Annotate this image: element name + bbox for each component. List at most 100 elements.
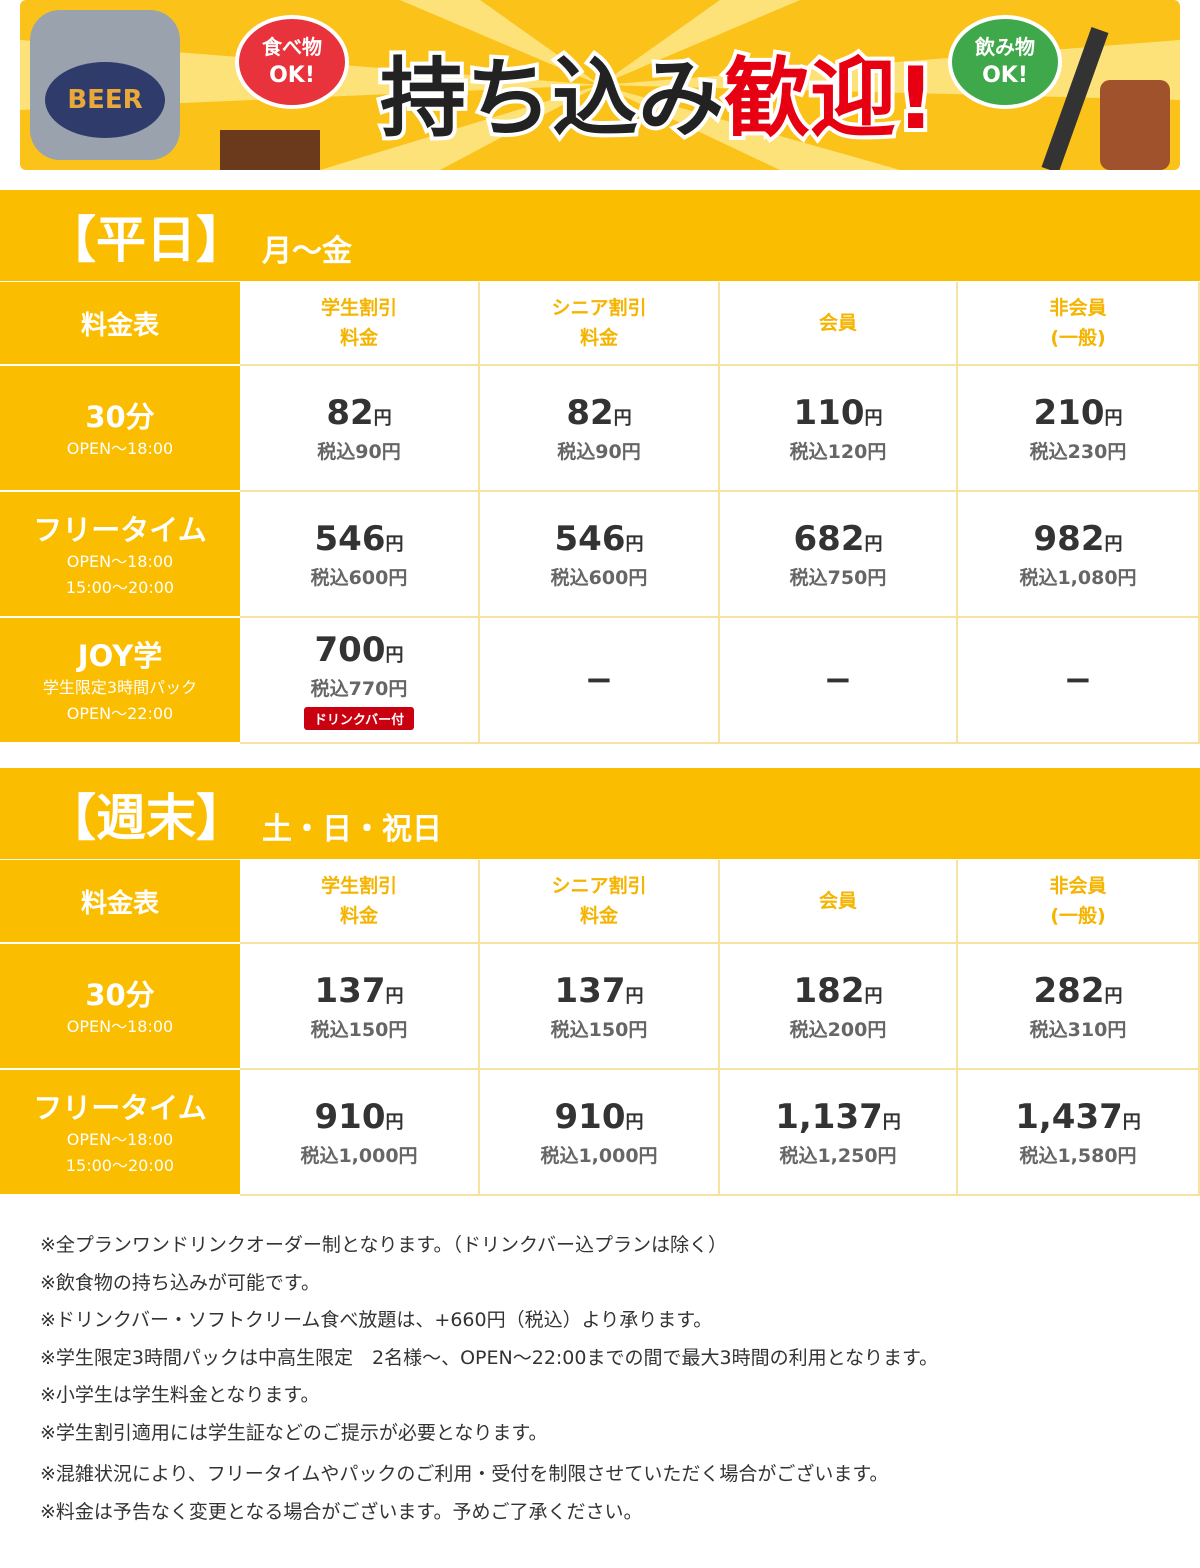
column-header: 料金表 [0, 282, 240, 366]
price-cell: 1,137円 税込1,250円 [720, 1070, 958, 1196]
tax-price: 税込1,580円 [1019, 1144, 1137, 1167]
price-cell: 546円 税込600円 [240, 492, 480, 618]
price-cell: − [958, 618, 1200, 744]
column-header: 会員 [720, 860, 958, 944]
section-label: 【平日】 [46, 211, 246, 269]
section-days: 土・日・祝日 [262, 812, 442, 847]
price-value: 700 [314, 630, 386, 670]
price-unit: 円 [1104, 985, 1123, 1007]
price: 110円 [794, 393, 883, 433]
price: 982円 [1034, 519, 1123, 559]
note: ※学生割引適用には学生証などのご提示が必要となります。 [40, 1421, 548, 1444]
tax-price: 税込1,080円 [1019, 566, 1137, 589]
column-header-line: シニア割引 [551, 297, 647, 319]
plan-cell: 30分 OPEN〜18:00 [0, 944, 240, 1070]
price-cell: 182円 税込200円 [720, 944, 958, 1070]
plan-hours: 15:00〜20:00 [65, 578, 175, 597]
drink-badge-line: 飲み物 [974, 35, 1035, 59]
plan-cell: フリータイム OPEN〜18:00 15:00〜20:00 [0, 1070, 240, 1196]
section-days: 月〜金 [262, 234, 352, 269]
food-badge-line: OK! [269, 63, 315, 88]
plan-name: フリータイム [33, 1091, 207, 1125]
banner-title-main: 持ち込み [380, 49, 724, 149]
price-cell: − [720, 618, 958, 744]
tax-price: 税込150円 [310, 1018, 408, 1041]
price-value: 210 [1033, 392, 1105, 433]
price-value: 982 [1033, 518, 1105, 559]
price: 546円 [555, 519, 644, 559]
note: ※小学生は学生料金となります。 [40, 1384, 320, 1406]
price-cell: − [480, 618, 720, 744]
tax-price: 税込770円 [310, 678, 408, 700]
price-value: 682 [793, 518, 865, 559]
price-unit: 円 [613, 407, 632, 429]
note: ※飲食物の持ち込みが可能です。 [40, 1271, 321, 1294]
plan-hours: OPEN〜22:00 [66, 704, 174, 723]
section-label: 【週末】 [46, 789, 246, 847]
tax-price: 税込310円 [1029, 1018, 1127, 1041]
price-unit: 円 [385, 985, 404, 1007]
column-header-line: 料金表 [80, 310, 159, 341]
plan-name: JOY学 [77, 639, 163, 673]
column-header-line: 会員 [818, 890, 857, 912]
column-header-line: 料金表 [80, 888, 159, 919]
price-cell: 137円 税込150円 [480, 944, 720, 1070]
price-value: 546 [314, 518, 386, 559]
plan-name: 30分 [85, 400, 155, 434]
plan-name: 30分 [85, 978, 155, 1012]
tax-price: 税込90円 [557, 440, 641, 463]
plan-hours: 学生限定3時間パック [42, 678, 198, 697]
plan-hours: 15:00〜20:00 [65, 1156, 175, 1175]
price-unit: 円 [625, 985, 644, 1007]
price: 910円 [555, 1097, 644, 1137]
tax-price: 税込750円 [789, 566, 887, 589]
price-value: 82 [566, 392, 614, 433]
price-cell: 137円税込150円 [240, 944, 480, 1070]
banner-title-accent: 歓迎! [724, 49, 935, 149]
tax-price: 税込230円 [1029, 440, 1127, 463]
column-header-line: 非会員 [1049, 875, 1107, 897]
column-header-line: 料金 [579, 905, 618, 927]
price: 210円 [1034, 393, 1123, 433]
column-header: 非会員 (一般) [958, 860, 1200, 944]
column-header-line: (一般) [1050, 327, 1106, 349]
column-header: 学生割引 料金 [240, 282, 480, 366]
price-cell: 282円税込310円 [958, 944, 1200, 1070]
price-value: 182 [793, 970, 865, 1011]
column-header-line: 学生割引 [320, 875, 397, 897]
price: 1,137円 [775, 1097, 901, 1137]
price-cell: 682円税込750円 [720, 492, 958, 618]
price: 1,437円 [1015, 1097, 1141, 1137]
note: ※全プランワンドリンクオーダー制となります。（ドリンクバー込プランは除く） [40, 1234, 728, 1256]
price: 282円 [1034, 971, 1123, 1011]
column-header-line: 料金 [339, 905, 378, 927]
price-unit: 円 [864, 407, 883, 429]
price: 682円 [794, 519, 883, 559]
banner-title: 持ち込み歓迎! [380, 49, 935, 149]
column-header: 会員 [720, 282, 958, 366]
price-value: 910 [314, 1096, 386, 1137]
plan-hours: OPEN〜18:00 [66, 439, 174, 458]
price-unit: 円 [385, 533, 404, 555]
column-header-line: 料金 [579, 327, 618, 349]
plan-hours: OPEN〜18:00 [66, 1130, 174, 1149]
price-value: 282 [1033, 970, 1105, 1011]
plan-hours: OPEN〜18:00 [66, 1017, 174, 1036]
plan-name: フリータイム [33, 513, 207, 547]
section-header: 【週末】 土・日・祝日 [0, 768, 1200, 859]
price-cell: 110円 税込120円 [720, 366, 958, 492]
price-unit: 円 [864, 533, 883, 555]
column-header: 学生割引 料金 [240, 860, 480, 944]
price-cell: 210円税込230円 [958, 366, 1200, 492]
column-header-line: 会員 [818, 312, 857, 334]
price-value: 137 [314, 970, 386, 1011]
no-price: − [584, 660, 614, 700]
price-value: 82 [326, 392, 374, 433]
price-unit: 円 [1104, 407, 1123, 429]
column-header-line: 非会員 [1049, 297, 1107, 319]
column-header: 料金表 [0, 860, 240, 944]
price: 137円 [555, 971, 644, 1011]
price-unit: 円 [1122, 1111, 1141, 1133]
price: 700円 [315, 630, 404, 670]
